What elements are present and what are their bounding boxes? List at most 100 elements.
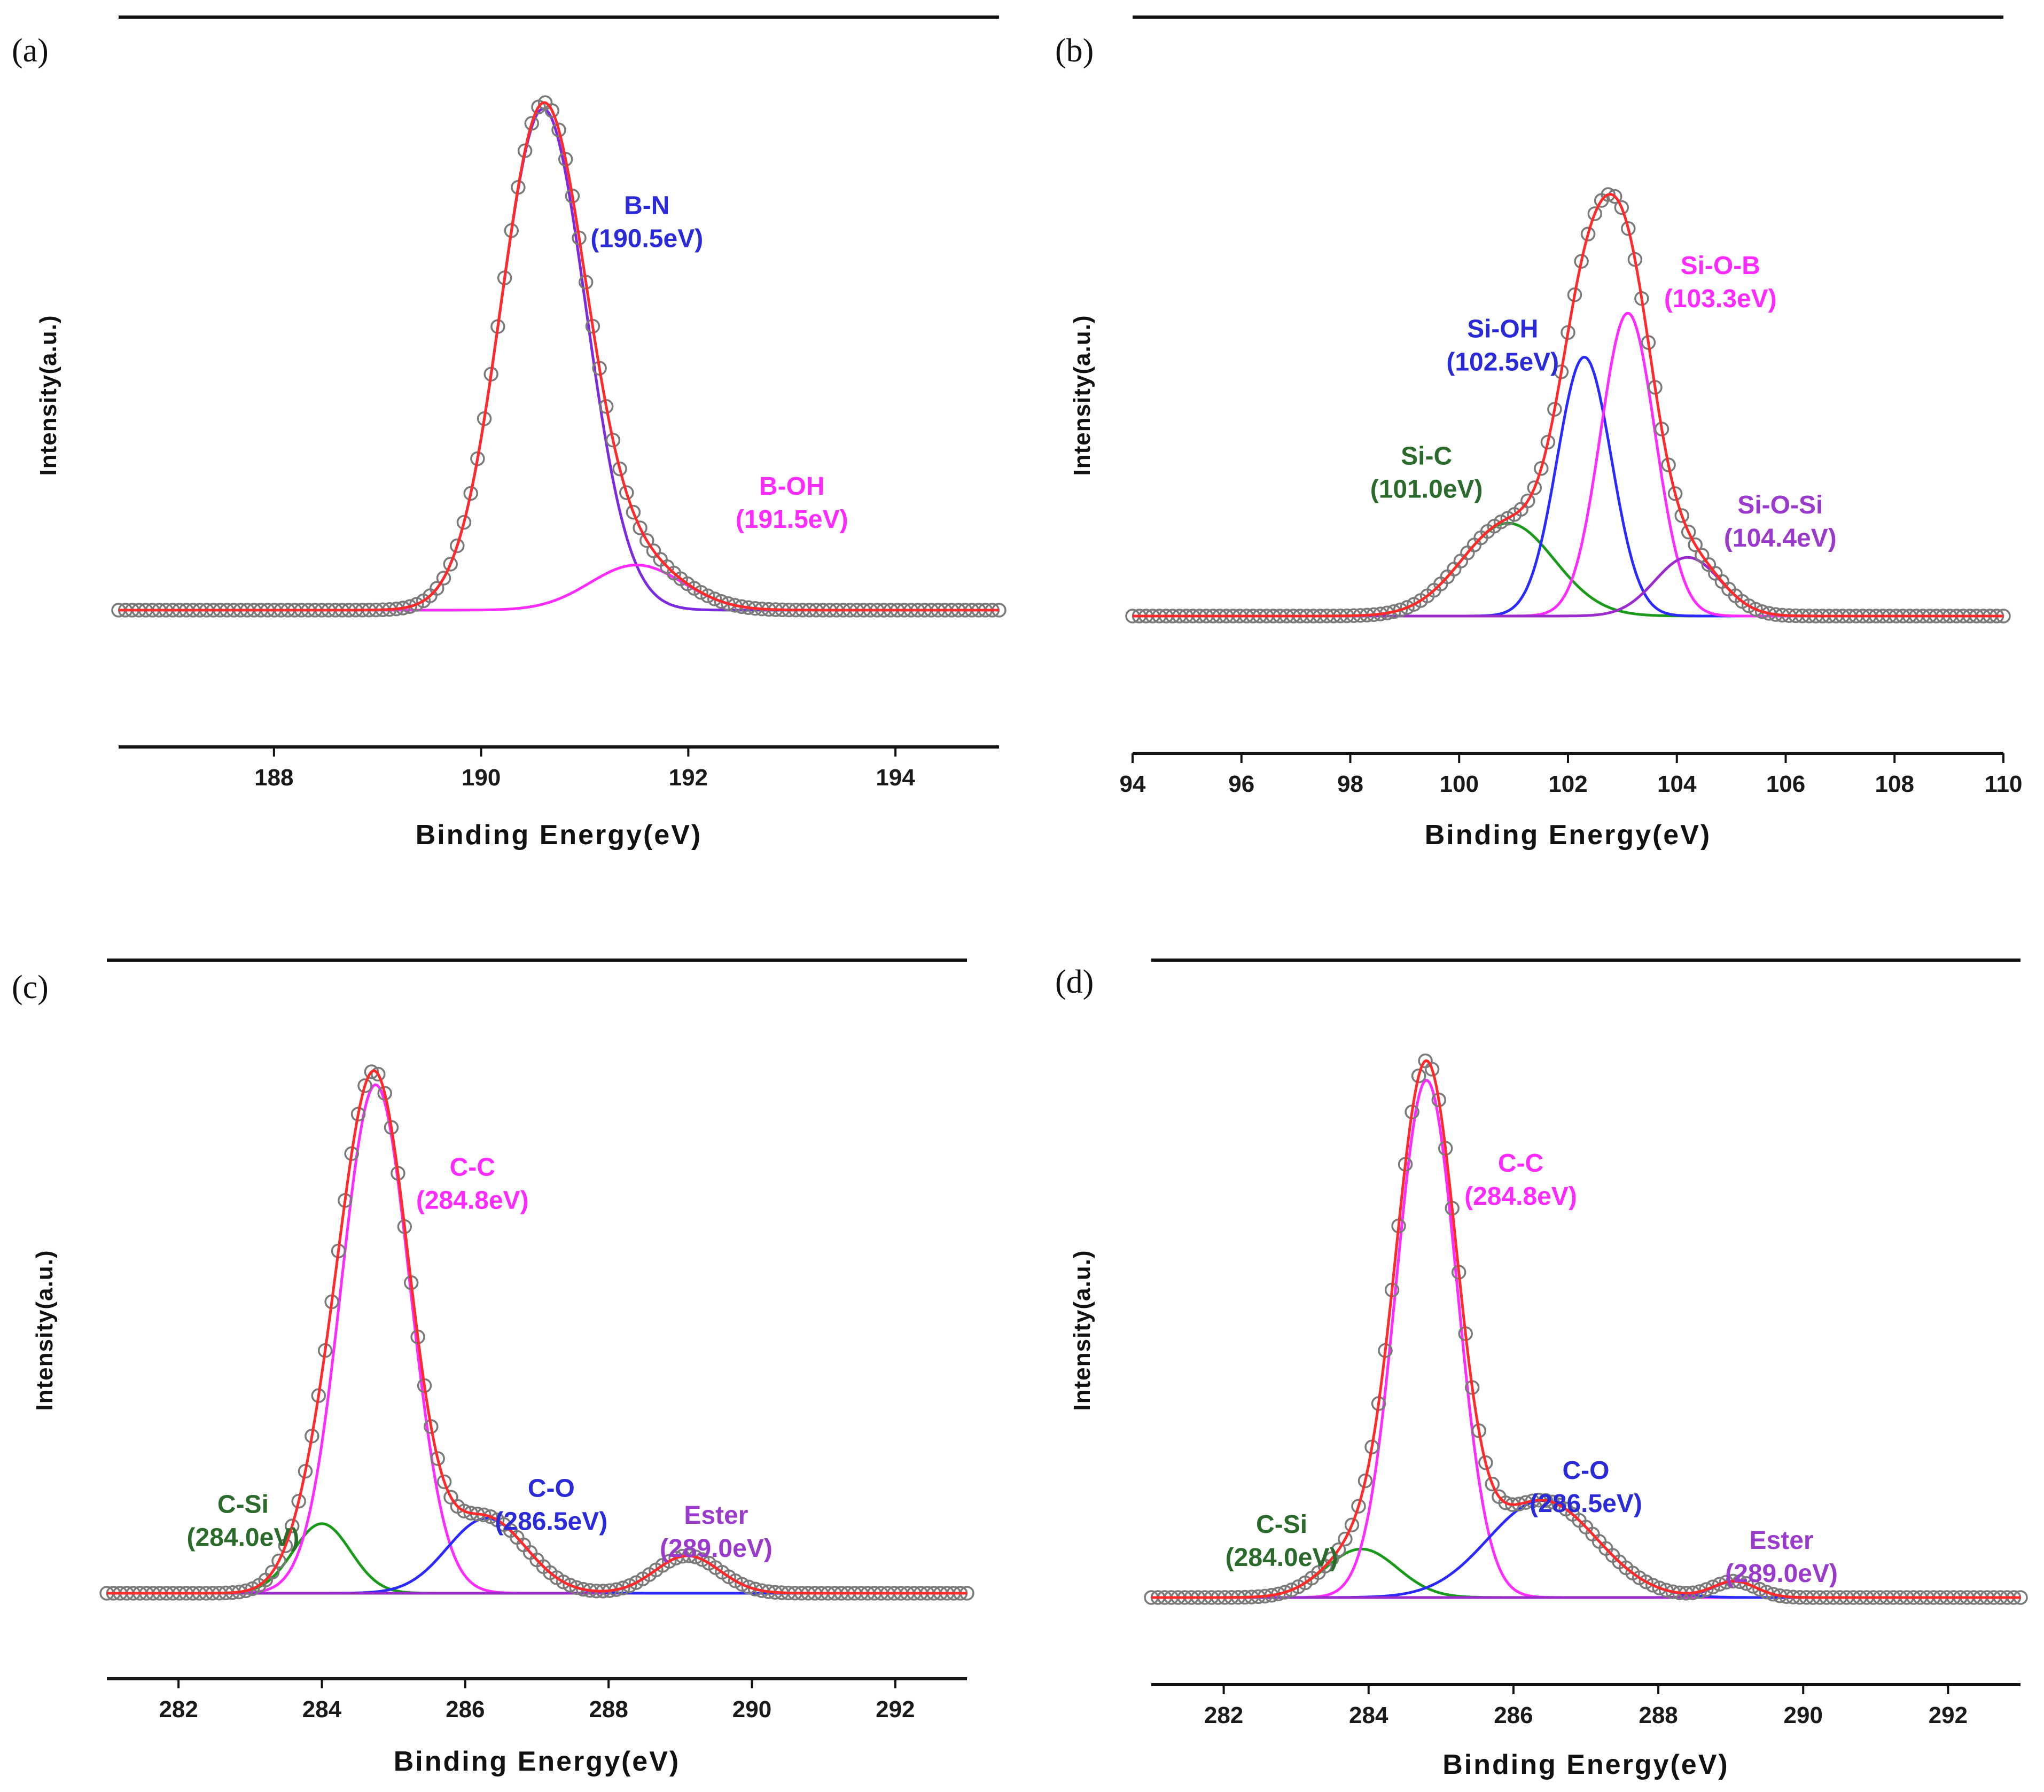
component-curve-b-n [119, 107, 999, 612]
data-point [661, 1554, 677, 1569]
peak-label-position: (102.5eV) [1446, 348, 1559, 377]
data-point [409, 597, 424, 612]
data-point [430, 1451, 445, 1466]
peak-label-name: Si-O-B [1681, 252, 1760, 280]
data-point [1759, 1585, 1774, 1600]
y-axis-title: Intensity(a.u.) [35, 315, 61, 476]
data-point [556, 1575, 571, 1590]
data-point [1667, 486, 1683, 501]
x-tick-label: 292 [876, 1696, 915, 1723]
data-point [1681, 525, 1696, 540]
peak-label-position: (103.3eV) [1664, 285, 1777, 313]
peak-label-name: C-Si [1256, 1510, 1307, 1539]
x-tick-label: 292 [1929, 1702, 1968, 1728]
data-point [1277, 1585, 1293, 1600]
panel-b: (b) 94 96 98 100 102 104 106 108 110 Binding Energ… [1055, 15, 2022, 851]
data-point [1351, 1499, 1366, 1514]
panel-d: (d) 282 284 286 288 290 292 Binding Energy(eV) I… [1055, 959, 2028, 1780]
data-point [1411, 1068, 1426, 1084]
x-tick-label: 286 [446, 1696, 485, 1723]
data-point [1284, 1582, 1299, 1598]
data-point [1485, 1476, 1500, 1492]
panel-letter: (a) [12, 33, 49, 69]
data-point [1545, 1494, 1560, 1510]
x-tick-label: 192 [669, 765, 708, 791]
data-point [1652, 1580, 1667, 1595]
data-point [1400, 600, 1415, 615]
data-point [1745, 1579, 1761, 1594]
data-point [357, 1078, 372, 1093]
x-tick-label: 104 [1657, 771, 1697, 797]
x-axis-title: Binding Energy(eV) [394, 1746, 680, 1777]
data-point [436, 571, 451, 586]
data-point [377, 1086, 392, 1101]
x-tick-label: 102 [1548, 771, 1587, 797]
peak-label-position: (286.5eV) [1530, 1490, 1642, 1518]
peak-label-position: (286.5eV) [495, 1508, 607, 1536]
data-point [1587, 206, 1602, 221]
data-point [619, 485, 634, 500]
data-point [1639, 1574, 1653, 1590]
data-point [371, 1066, 386, 1082]
peak-label-position: (284.0eV) [187, 1524, 300, 1552]
data-point [544, 103, 560, 118]
x-tick-label: 288 [1639, 1702, 1678, 1728]
data-point [1712, 1577, 1727, 1592]
data-point [1574, 254, 1589, 269]
peak-label-name: B-N [624, 192, 669, 220]
x-tick-label: 106 [1766, 771, 1805, 797]
data-point [1424, 1062, 1440, 1077]
data-point [1601, 187, 1616, 202]
component-curve-si-o-b [1133, 311, 2003, 618]
peak-label-name: C-C [1498, 1149, 1543, 1178]
data-point [483, 1509, 498, 1524]
y-axis-title: Intensity(a.u.) [1069, 315, 1095, 476]
data-point [1699, 1582, 1714, 1597]
data-point [271, 1553, 286, 1569]
data-point [1331, 1542, 1346, 1557]
y-axis-title: Intensity(a.u.) [32, 1250, 58, 1411]
component-curve-b-oh [119, 563, 999, 612]
data-point [626, 504, 641, 520]
panel-letter: (d) [1055, 964, 1094, 1000]
data-point [443, 557, 458, 572]
peak-label-name: Si-C [1401, 442, 1452, 471]
x-tick-label: 290 [1784, 1702, 1823, 1728]
data-point [563, 1578, 578, 1593]
x-tick-label: 108 [1875, 771, 1914, 797]
fit-envelope [1133, 192, 2003, 618]
x-tick-label: 282 [159, 1696, 198, 1723]
peak-label-name: C-O [528, 1475, 575, 1503]
x-tick-label: 290 [732, 1696, 771, 1723]
data-point [430, 581, 444, 596]
peak-label-position: (190.5eV) [590, 225, 703, 253]
data-point [612, 461, 627, 477]
data-point [1540, 434, 1556, 450]
data-point [457, 1503, 472, 1518]
peak-label-position: (101.0eV) [1370, 476, 1483, 504]
data-point [1527, 480, 1542, 495]
data-point [1658, 1583, 1674, 1598]
data-point [1614, 200, 1629, 215]
data-point [264, 1564, 280, 1580]
data-point [1478, 1455, 1493, 1470]
x-axis-title: Binding Energy(eV) [416, 820, 702, 851]
data-point [622, 1578, 637, 1593]
fit-envelope [107, 1069, 967, 1595]
data-point [291, 1494, 306, 1509]
data-point [1520, 493, 1535, 509]
data-point [721, 596, 736, 611]
data-point [633, 520, 647, 535]
data-point [1393, 602, 1408, 618]
panel-letter: (c) [12, 969, 49, 1006]
x-tick-label: 190 [462, 765, 501, 791]
x-tick-label: 282 [1204, 1702, 1243, 1728]
data-point [700, 588, 715, 604]
data-point [714, 594, 729, 609]
x-tick-label: 284 [302, 1696, 342, 1723]
data-point [278, 1538, 293, 1553]
data-point [285, 1518, 300, 1533]
fit-envelope [1151, 1059, 2020, 1599]
peak-label-name: C-O [1563, 1456, 1610, 1485]
data-point [1754, 604, 1770, 619]
